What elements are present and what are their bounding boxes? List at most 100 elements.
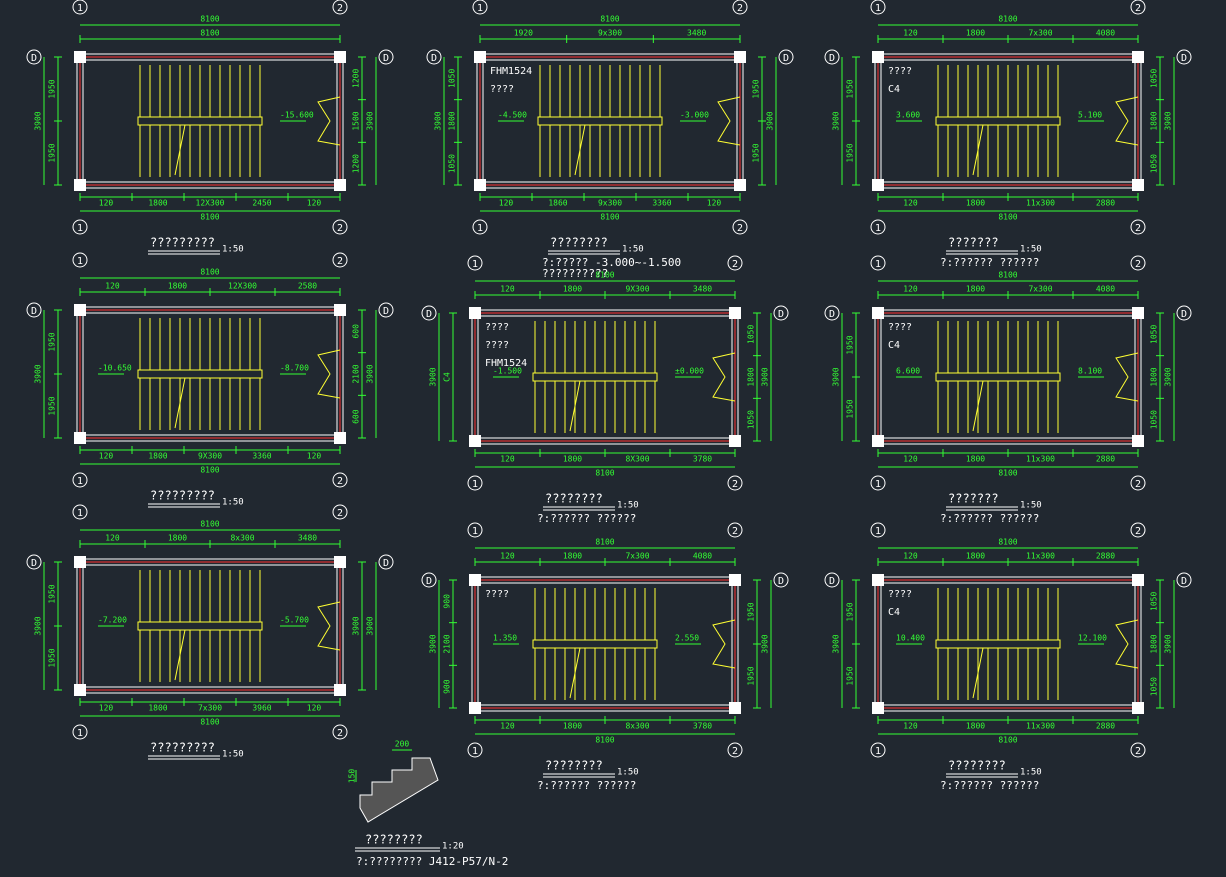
dim-text: 1950 [846,143,855,162]
grid-bubble [472,219,488,235]
room-label: C4 [888,340,900,351]
dim-text: 7x300 [625,552,649,561]
dim-text: 3900 [832,111,841,130]
grid-bubble [732,0,748,15]
grid-bubble [1130,742,1146,758]
dim-text: 2100 [352,364,361,383]
column [1132,51,1144,63]
dim-text: 2880 [1096,552,1115,561]
plan-scale: 1:50 [1020,501,1042,511]
level-text: 1.350 [493,634,517,643]
dim-text: 1800 [747,367,756,386]
grid-bubble [727,255,743,271]
dim-text: 2880 [1096,199,1115,208]
dim-text: 8100 [600,213,619,222]
dim-text: 2450 [252,199,271,208]
level-text: ±0.000 [675,367,704,376]
walk-arrow [972,124,984,176]
column [734,179,746,191]
dim-text: 8100 [200,520,219,529]
level-text: -1.500 [493,367,522,376]
door-swing [317,349,341,399]
grid-bubble [824,305,840,321]
grid-label: D [31,53,37,64]
grid-label: D [383,53,389,64]
level-text: 10.400 [896,634,925,643]
grid-label: 2 [1135,223,1141,234]
grid-label: 2 [737,3,743,14]
grid-label: 2 [1135,479,1141,490]
walk-arrow [972,647,984,699]
dim-text: 120 [903,455,918,464]
grid-bubble [824,572,840,588]
grid-label: D [1181,309,1187,320]
plan-subtitle: ?:?????? ?????? [940,256,1039,269]
dim-text: 1950 [48,584,57,603]
dim-text: 8x300 [230,534,254,543]
dim-text: 9x300 [598,29,622,38]
dim-text: 1950 [48,143,57,162]
grid-label: D [829,53,835,64]
room-label: FHM1524 [490,66,532,77]
plan-title: ???????? [545,759,603,773]
dim-text: 3780 [693,455,712,464]
grid-bubble [727,742,743,758]
dim-text: 120 [307,704,322,713]
level-text: 12.100 [1078,634,1107,643]
grid-label: D [426,309,432,320]
landing-bar [935,639,1061,649]
dim-text: 1200 [352,69,361,88]
dim-text: 120 [903,29,918,38]
dim-text: 1950 [846,335,855,354]
grid-bubble [332,724,348,740]
grid-bubble [1130,522,1146,538]
dim-text: 11x300 [1026,552,1055,561]
door-swing [1115,96,1139,146]
grid-bubble [773,305,789,321]
dim-text: 1920 [514,29,533,38]
dim-text: 120 [99,704,114,713]
grid-bubble [472,0,488,15]
dim-text: 1800 [148,199,167,208]
grid-label: 1 [77,476,83,487]
dim-text: 1800 [1150,367,1159,386]
dim-text: 1800 [966,199,985,208]
column [1132,435,1144,447]
dim-text: 120 [105,282,120,291]
walk-arrow [174,377,186,429]
dim-text: 11x300 [1026,722,1055,731]
dim-text: 120 [903,722,918,731]
level-text: -5.700 [280,616,309,625]
dim-text: 1050 [1150,154,1159,173]
grid-bubble [332,0,348,15]
grid-label: D [383,306,389,317]
dim-text: 3900 [832,367,841,386]
room-label: ???? [490,84,514,95]
grid-bubble [72,504,88,520]
dim-text: 1800 [563,285,582,294]
column [74,432,86,444]
grid-label: 2 [732,526,738,537]
grid-label: 1 [77,3,83,14]
grid-bubble [773,572,789,588]
grid-bubble [870,219,886,235]
level-text: 5.100 [1078,111,1102,120]
column [1132,702,1144,714]
grid-bubble [1176,305,1192,321]
dim-text: 12X300 [196,199,225,208]
grid-label: D [31,558,37,569]
dim-text: 1800 [168,282,187,291]
door-swing [1115,352,1139,402]
grid-label: D [778,576,784,587]
grid-bubble [870,255,886,271]
dim-text: 3900 [429,634,438,653]
room-label: ???? [888,66,912,77]
door-swing [717,96,741,146]
dim-text: 1200 [352,154,361,173]
dim-text: 8100 [998,469,1017,478]
dim-text: C4 [443,372,452,382]
grid-bubble [26,49,42,65]
grid-label: 1 [472,526,478,537]
grid-label: 2 [337,476,343,487]
grid-label: 1 [477,3,483,14]
